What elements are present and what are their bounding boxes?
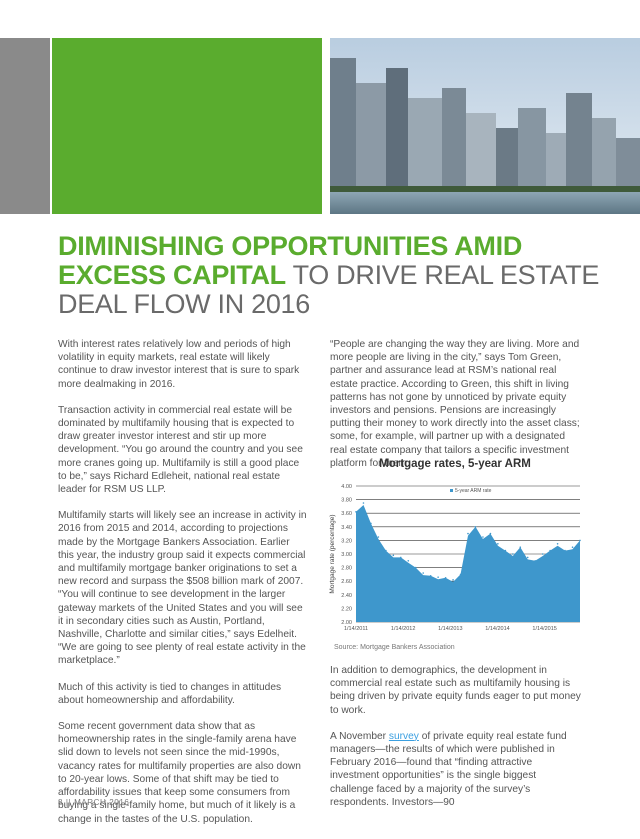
right-column-top: “People are changing the way they are li… bbox=[330, 338, 582, 483]
y-tick-label: 2.00 bbox=[341, 620, 352, 626]
data-point bbox=[579, 539, 581, 542]
data-point bbox=[512, 553, 514, 555]
data-point bbox=[497, 543, 499, 545]
footer-separator: || bbox=[65, 798, 72, 807]
y-tick-label: 2.20 bbox=[341, 606, 352, 612]
paragraph: In addition to demographics, the develop… bbox=[330, 665, 581, 716]
data-point bbox=[549, 549, 551, 552]
x-tick-label: 1/14/2014 bbox=[485, 626, 509, 632]
legend-label: 5-year ARM rate bbox=[455, 488, 492, 494]
area-series bbox=[356, 505, 580, 622]
data-point bbox=[534, 560, 536, 562]
data-point bbox=[385, 549, 387, 552]
data-point bbox=[429, 574, 432, 577]
data-point bbox=[422, 572, 424, 574]
chart-title: Mortgage rates, 5-year ARM bbox=[379, 458, 531, 470]
y-tick-label: 3.00 bbox=[341, 552, 352, 558]
paragraph: “People are changing the way they are li… bbox=[330, 339, 580, 469]
x-tick-label: 1/14/2011 bbox=[344, 626, 368, 632]
page-footer: 8 || MARCH 2016 bbox=[58, 798, 129, 807]
mortgage-rate-chart: 2.00 2.20 2.40 2.60 2.80 3.00 3.20 3.40 3.60 3.80… bbox=[329, 484, 581, 632]
data-point bbox=[444, 577, 447, 579]
legend-swatch bbox=[450, 489, 453, 492]
y-tick-label: 3.60 bbox=[341, 511, 352, 517]
x-tick-label: 1/14/2013 bbox=[438, 626, 462, 632]
y-tick-label: 2.40 bbox=[341, 593, 352, 599]
footer-date: MARCH 2016 bbox=[74, 798, 130, 807]
data-point bbox=[541, 553, 544, 555]
gray-accent-strip bbox=[0, 38, 50, 214]
left-column: With interest rates relatively low and p… bbox=[58, 338, 308, 839]
data-point bbox=[362, 502, 365, 504]
x-tick-label: 1/14/2012 bbox=[391, 626, 415, 632]
city-skyline-photo bbox=[330, 38, 640, 214]
y-tick-label: 2.60 bbox=[341, 579, 352, 585]
data-point bbox=[377, 536, 380, 538]
data-point bbox=[414, 566, 417, 569]
data-point bbox=[489, 532, 492, 535]
data-point bbox=[504, 549, 507, 552]
data-point bbox=[467, 532, 469, 535]
paragraph: Much of this activity is tied to changes… bbox=[58, 681, 282, 706]
data-point bbox=[355, 511, 357, 513]
paragraph: A November survey of private equity real… bbox=[330, 730, 582, 809]
paragraph: Transaction activity in commercial real … bbox=[58, 404, 303, 496]
data-point bbox=[459, 573, 462, 576]
data-point bbox=[564, 549, 566, 552]
y-tick-label: 3.40 bbox=[341, 525, 352, 531]
y-tick-label: 4.00 bbox=[341, 484, 352, 490]
paragraph: With interest rates relatively low and p… bbox=[58, 339, 300, 390]
right-column-bottom: In addition to demographics, the develop… bbox=[330, 664, 582, 822]
data-point bbox=[370, 522, 372, 525]
headline: DIMINISHING OPPORTUNITIES AMID EXCESS CA… bbox=[58, 232, 618, 319]
y-tick-label: 2.80 bbox=[341, 566, 352, 572]
data-point bbox=[556, 543, 559, 545]
data-point bbox=[474, 526, 477, 528]
data-point bbox=[526, 556, 529, 559]
data-point bbox=[407, 560, 410, 562]
data-point bbox=[437, 576, 439, 578]
data-point bbox=[400, 556, 402, 559]
green-accent-block bbox=[52, 38, 322, 214]
headline-light: TO DRIVE REAL ESTATE DEAL FLOW IN 2016 bbox=[58, 260, 600, 319]
y-axis-label: Mortgage rate (percentage) bbox=[329, 514, 336, 593]
paragraph: Multifamily starts will likely see an in… bbox=[58, 510, 307, 667]
y-tick-label: 3.80 bbox=[341, 498, 352, 504]
paragraph: Some recent government data show that as… bbox=[58, 721, 301, 825]
data-point bbox=[571, 546, 574, 548]
text: A November bbox=[330, 730, 389, 742]
data-point bbox=[482, 536, 484, 538]
x-tick-label: 1/14/2015 bbox=[532, 626, 556, 632]
data-point bbox=[452, 579, 454, 581]
chart-source: Source: Mortgage Bankers Association bbox=[334, 644, 455, 651]
y-tick-label: 3.20 bbox=[341, 538, 352, 544]
text: of private equity real estate fund manag… bbox=[330, 730, 567, 808]
data-point bbox=[392, 554, 395, 557]
survey-link[interactable]: survey bbox=[388, 730, 419, 742]
page-number: 8 bbox=[58, 798, 64, 807]
headline-bold: DIMINISHING OPPORTUNITIES AMID EXCESS CA… bbox=[58, 231, 523, 290]
data-point bbox=[519, 546, 522, 548]
